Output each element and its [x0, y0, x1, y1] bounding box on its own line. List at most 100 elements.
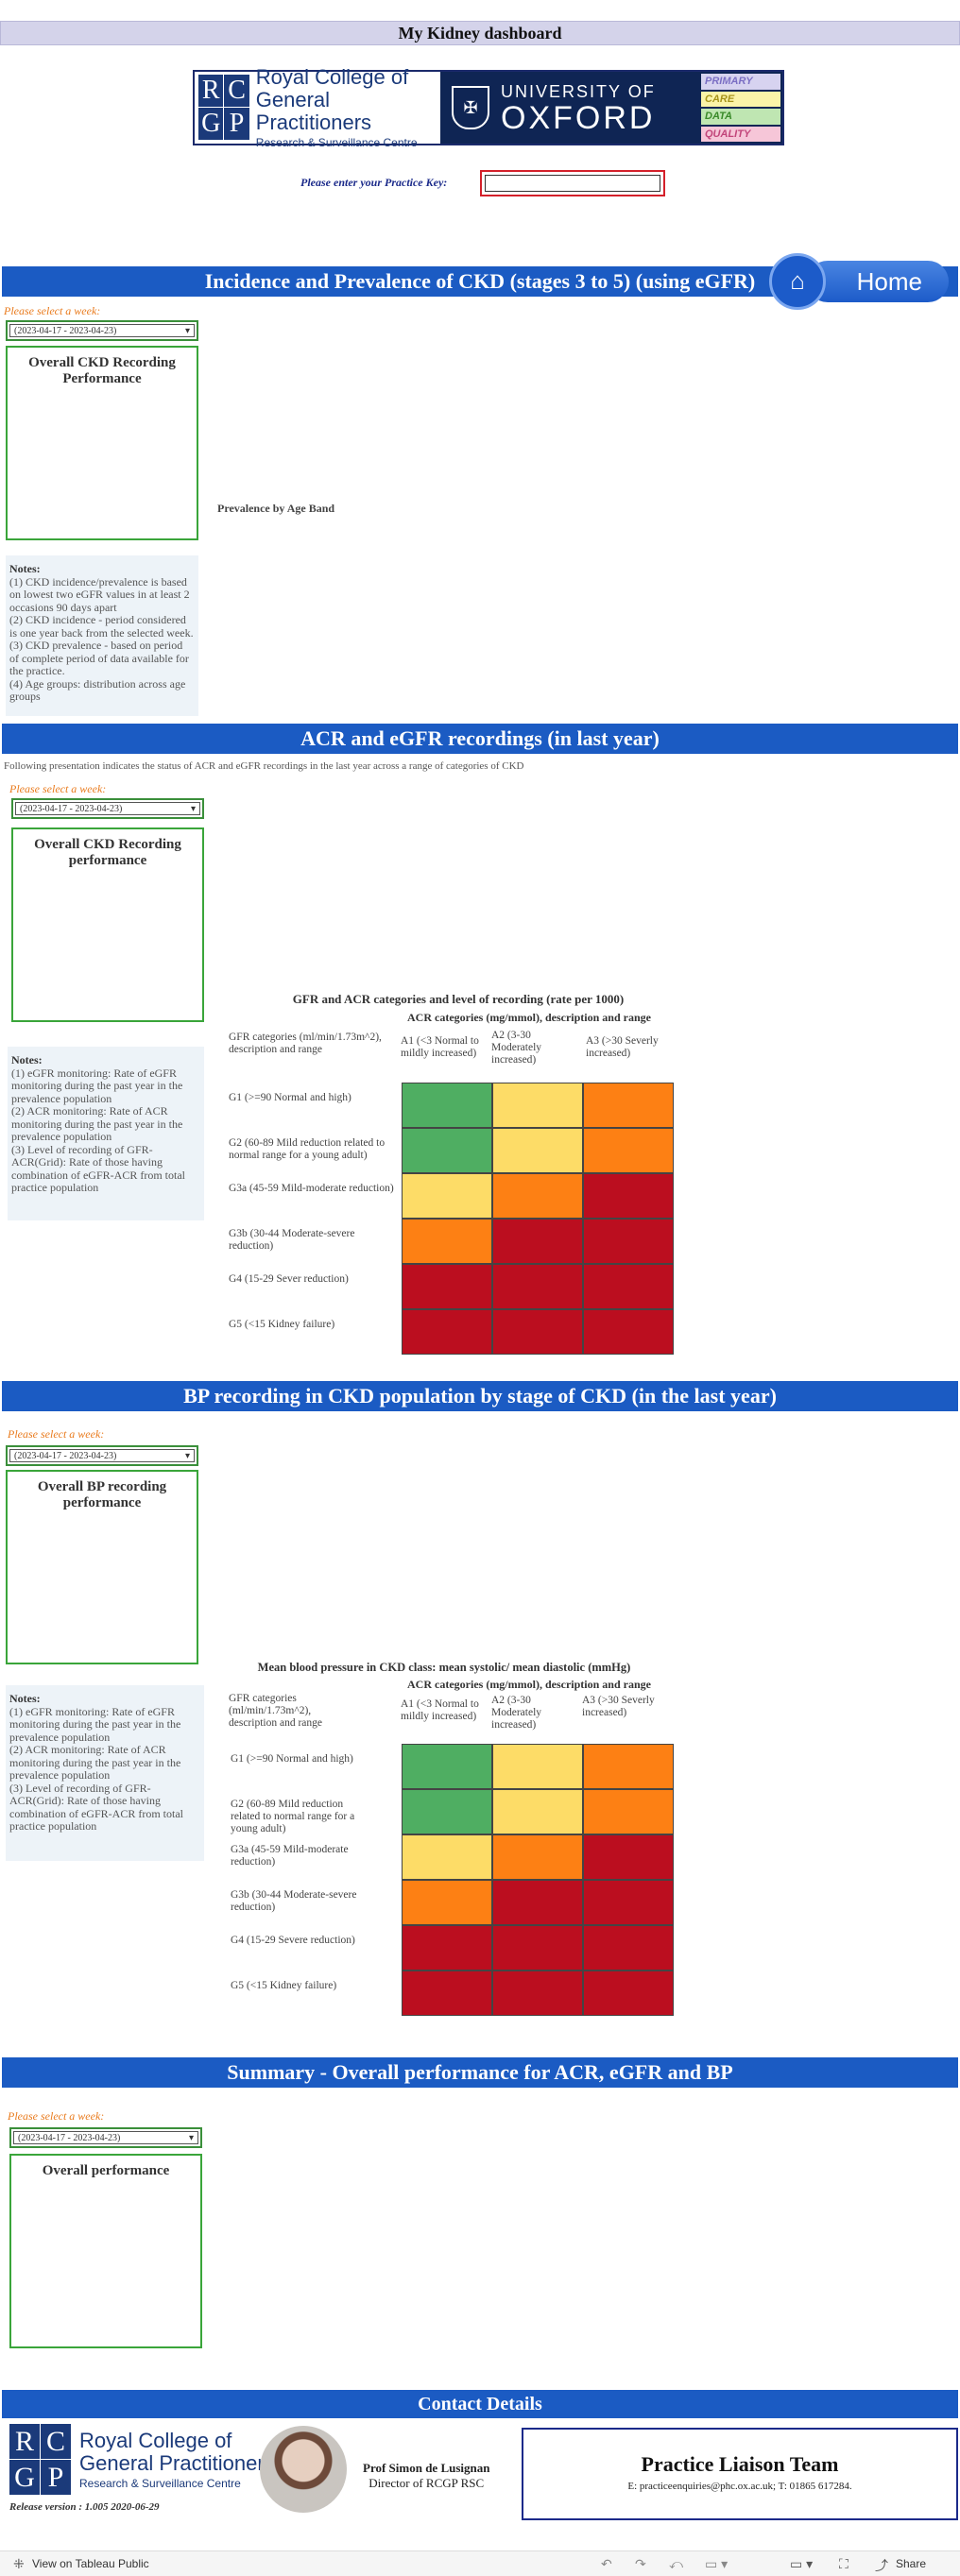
week-select[interactable]: (2023-04-17 - 2023-04-23) ▾	[9, 2127, 202, 2148]
contact-header: Contact Details	[2, 2390, 958, 2418]
practice-key-field[interactable]	[480, 170, 665, 196]
acr-col-a3: A3 (>30 Severly increased)	[586, 1035, 659, 1059]
grid-cell[interactable]	[492, 1744, 583, 1789]
home-label[interactable]: Home	[807, 261, 949, 302]
grid-cell[interactable]	[583, 1309, 674, 1355]
grid-cell[interactable]	[583, 1834, 674, 1880]
note-item: (1) CKD incidence/prevalence is based on…	[9, 574, 190, 614]
grid-cell[interactable]	[402, 1789, 492, 1834]
grid-cell[interactable]	[583, 1925, 674, 1970]
grid-cell[interactable]	[583, 1744, 674, 1789]
grid-cell[interactable]	[492, 1925, 583, 1970]
pcdq-item-data: DATA	[701, 109, 780, 125]
share-icon[interactable]: ⤴	[875, 2558, 888, 2573]
week-select-value: (2023-04-17 - 2023-04-23)	[14, 325, 117, 336]
home-button[interactable]: Home ⌂	[769, 253, 949, 310]
grid-cell[interactable]	[583, 1789, 674, 1834]
acr-col-a2: A2 (3-30 Moderately increased)	[491, 1695, 542, 1731]
practice-liaison-panel: Practice Liaison Team E: practiceenquiri…	[522, 2428, 958, 2520]
practice-key-input[interactable]	[485, 175, 660, 192]
grid-cell[interactable]	[492, 1264, 583, 1309]
view-on-tableau-link[interactable]: View on Tableau Public	[32, 2557, 149, 2570]
panel-title: Overall BP recording performance	[37, 1479, 167, 1510]
grid-cell[interactable]	[402, 1128, 492, 1173]
gfr-row-label: G2 (60-89 Mild reduction related to norm…	[231, 1799, 355, 1834]
undo-icon[interactable]: ↶	[601, 2556, 612, 2571]
grid-cell[interactable]	[492, 1309, 583, 1355]
grid-cell[interactable]	[492, 1173, 583, 1219]
grid-cell[interactable]	[583, 1173, 674, 1219]
week-select[interactable]: (2023-04-17 - 2023-04-23) ▾	[11, 798, 204, 819]
gfr-row-label: G5 (<15 Kidney failure)	[229, 1319, 335, 1330]
grid-cell[interactable]	[402, 1925, 492, 1970]
grid-cell[interactable]	[402, 1083, 492, 1128]
grid-cell[interactable]	[402, 1173, 492, 1219]
week-select[interactable]: (2023-04-17 - 2023-04-23) ▾	[6, 320, 198, 341]
grid-cell[interactable]	[492, 1880, 583, 1925]
acr-col-a2: A2 (3-30 Moderately increased)	[491, 1030, 542, 1066]
pause-icon[interactable]: ▭ ▾	[705, 2556, 729, 2571]
tableau-logo-icon: ⁜	[13, 2556, 25, 2571]
grid-cell[interactable]	[583, 1128, 674, 1173]
director-role: Director of RCGP RSC	[369, 2476, 485, 2490]
grid-cell[interactable]	[583, 1219, 674, 1264]
grid-cell[interactable]	[492, 1789, 583, 1834]
chevron-down-icon: ▾	[188, 2132, 194, 2143]
grid-cell[interactable]	[492, 1834, 583, 1880]
week-select-value: (2023-04-17 - 2023-04-23)	[18, 2132, 121, 2143]
oxford-line1: UNIVERSITY OF	[501, 81, 656, 101]
section-summary-header: Summary - Overall performance for ACR, e…	[2, 2057, 958, 2088]
note-item: (1) eGFR monitoring: Rate of eGFR monito…	[11, 1066, 183, 1105]
grid-cell[interactable]	[402, 1744, 492, 1789]
rcgp-line2: General Practitioners	[255, 88, 372, 134]
section-acr-egfr-header: ACR and eGFR recordings (in last year)	[2, 724, 958, 754]
select-week-label: Please select a week:	[9, 782, 107, 795]
note-item: (2) CKD incidence - period considered is…	[9, 613, 194, 640]
acr-col-a1: A1 (<3 Normal to mildly increased)	[401, 1698, 479, 1722]
week-select[interactable]: (2023-04-17 - 2023-04-23) ▾	[6, 1445, 198, 1466]
age-band-label: Prevalence by Age Band	[217, 502, 335, 515]
director-portrait	[260, 2426, 347, 2513]
grid-cell[interactable]	[402, 1309, 492, 1355]
incidence-notes: Notes: (1) CKD incidence/prevalence is b…	[6, 555, 198, 716]
week-select-value: (2023-04-17 - 2023-04-23)	[14, 1450, 117, 1461]
redo-icon[interactable]: ↷	[635, 2556, 646, 2571]
gfr-row-label: G4 (15-29 Severe reduction)	[231, 1935, 355, 1946]
practice-liaison-contact[interactable]: E: practiceenquiries@phc.ox.ac.uk; T: 01…	[627, 2481, 852, 2492]
chevron-down-icon: ▾	[190, 803, 196, 814]
select-week-label: Please select a week:	[8, 1427, 105, 1441]
grid-cell[interactable]	[402, 1970, 492, 2016]
acr-categories-subtitle: ACR categories (mg/mmol), description an…	[407, 1678, 651, 1691]
pcdq-item-quality: QUALITY	[701, 126, 780, 142]
gfr-row-label: G5 (<15 Kidney failure)	[231, 1980, 337, 1991]
revert-icon[interactable]: ⤺	[669, 2556, 683, 2571]
grid-cell[interactable]	[492, 1083, 583, 1128]
device-layout-icon[interactable]: ▭ ▾	[790, 2556, 814, 2571]
oxford-line2: OXFORD	[501, 99, 656, 136]
rcgp-line3: Research & Surveillance Centre	[79, 2477, 241, 2490]
grid-cell[interactable]	[583, 1264, 674, 1309]
rcgp-line1: Royal College of	[79, 2429, 232, 2452]
grid-cell[interactable]	[583, 1880, 674, 1925]
fullscreen-icon[interactable]: ⛶	[839, 2556, 849, 2571]
grid-cell[interactable]	[402, 1834, 492, 1880]
grid-cell[interactable]	[492, 1128, 583, 1173]
home-icon[interactable]: ⌂	[769, 253, 826, 310]
grid-cell[interactable]	[402, 1264, 492, 1309]
notes-title: Notes:	[11, 1053, 43, 1066]
grid-cell[interactable]	[583, 1083, 674, 1128]
grid-cell[interactable]	[402, 1219, 492, 1264]
section-bp-header: BP recording in CKD population by stage …	[2, 1381, 958, 1411]
grid-cell[interactable]	[492, 1219, 583, 1264]
select-week-label: Please select a week:	[8, 2109, 105, 2123]
grid-cell[interactable]	[583, 1970, 674, 2016]
gfr-categories-header: GFR categories (ml/min/1.73m^2), descrip…	[229, 1693, 322, 1729]
grid-cell[interactable]	[492, 1970, 583, 2016]
grid-cell[interactable]	[402, 1880, 492, 1925]
pcdq-item-primary: PRIMARY	[701, 74, 780, 90]
note-item: (3) CKD prevalence - based on period of …	[9, 639, 189, 677]
share-button[interactable]: Share	[896, 2557, 927, 2570]
gfr-row-label: G3a (45-59 Mild-moderate reduction)	[231, 1844, 349, 1868]
rcgp-line1: Royal College of	[255, 65, 409, 89]
